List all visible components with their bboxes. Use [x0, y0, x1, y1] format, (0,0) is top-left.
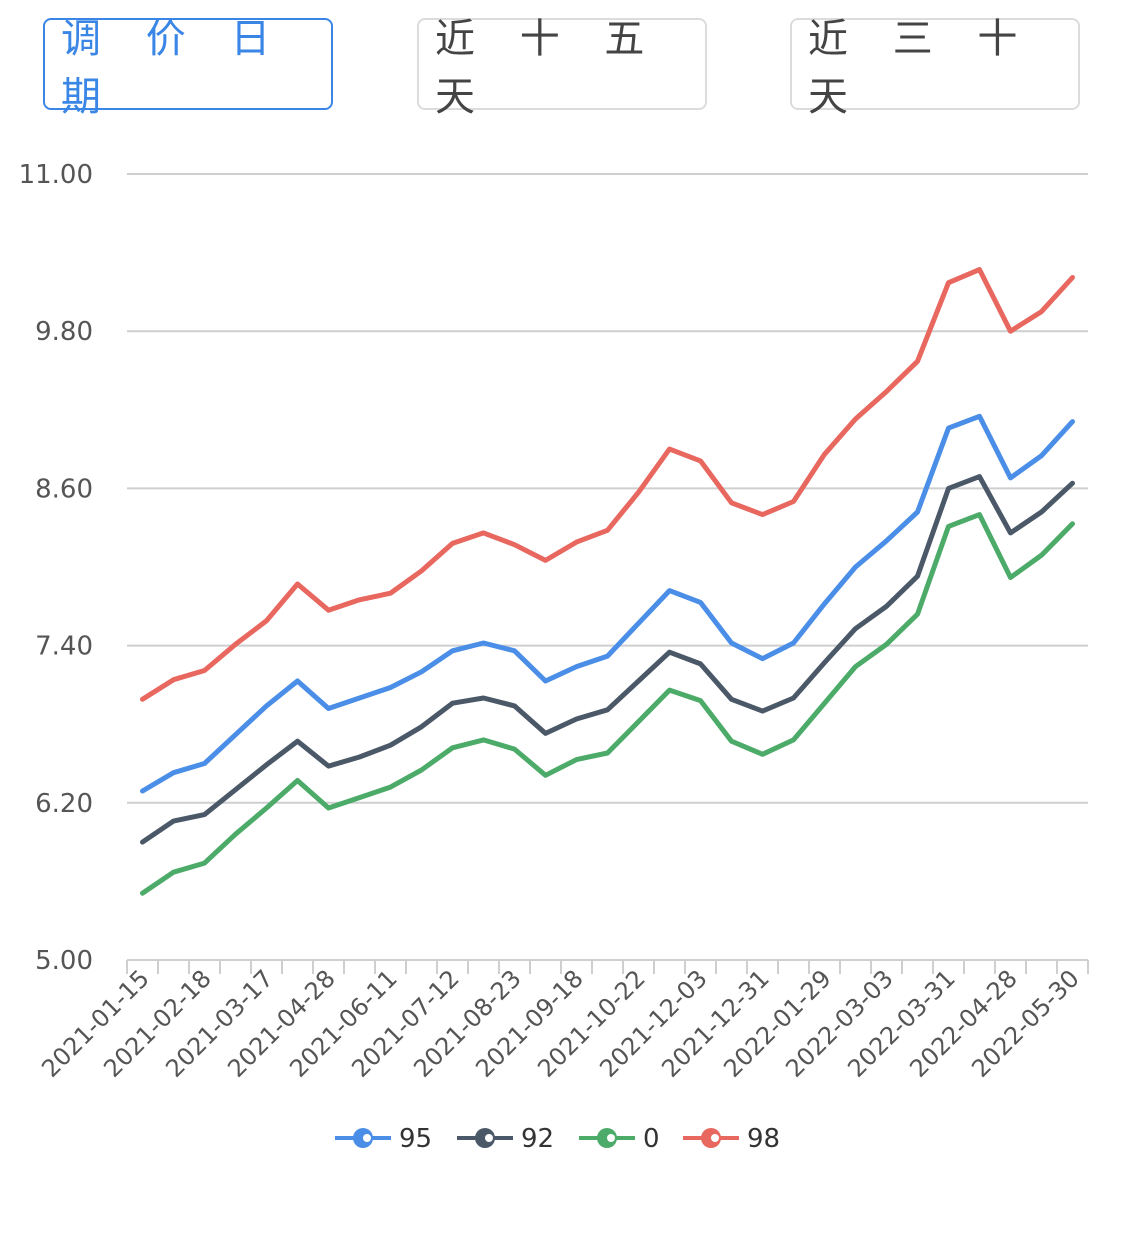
- legend-marker-dot: [607, 1134, 615, 1142]
- legend-item-95[interactable]: 95: [335, 1124, 432, 1154]
- y-tick-label: 6.20: [35, 789, 93, 819]
- series-line-95: [140, 413, 1075, 794]
- legend-marker-dot: [485, 1134, 493, 1142]
- series-line-92: [140, 474, 1075, 845]
- series-line-98: [140, 267, 1075, 702]
- legend-item-0[interactable]: 0: [579, 1124, 660, 1154]
- y-tick-label: 9.80: [35, 317, 93, 347]
- y-tick-label: 8.60: [35, 474, 93, 504]
- tab-last-15-days[interactable]: 近 十 五 天: [417, 16, 707, 120]
- legend-item-92[interactable]: 92: [457, 1124, 554, 1154]
- legend-marker-dot: [363, 1134, 371, 1142]
- series-line-0: [140, 512, 1075, 896]
- legend-label: 92: [521, 1124, 554, 1154]
- legend-label: 0: [643, 1124, 660, 1154]
- tab-last-30-days-label: 近 三 十 天: [808, 16, 1034, 120]
- tab-adjust-date-label: 调 价 日 期: [61, 16, 287, 120]
- legend-item-98[interactable]: 98: [683, 1124, 780, 1154]
- legend-marker-dot: [711, 1134, 719, 1142]
- tab-last-30-days[interactable]: 近 三 十 天: [790, 16, 1080, 120]
- legend[interactable]: 95 92 0 98: [335, 1124, 780, 1154]
- y-tick-label: 7.40: [35, 632, 93, 662]
- y-tick-label: 5.00: [35, 946, 93, 976]
- y-axis: 5.00 6.20 7.40 8.60 9.80 11.00: [19, 160, 93, 976]
- price-line-chart: 5.00 6.20 7.40 8.60 9.80 11.00 2021-01-152021…: [19, 160, 1089, 1154]
- x-axis: 2021-01-152021-02-182021-03-172021-04-28…: [36, 959, 1089, 1083]
- date-range-tabs: 调 价 日 期 近 十 五 天 近 三 十 天: [0, 0, 1125, 130]
- legend-label: 95: [399, 1124, 432, 1154]
- tab-last-15-days-label: 近 十 五 天: [435, 16, 661, 120]
- series-lines: [140, 267, 1075, 896]
- legend-label: 98: [747, 1124, 780, 1154]
- y-tick-label: 11.00: [19, 160, 93, 190]
- tab-adjust-date[interactable]: 调 价 日 期: [43, 16, 333, 120]
